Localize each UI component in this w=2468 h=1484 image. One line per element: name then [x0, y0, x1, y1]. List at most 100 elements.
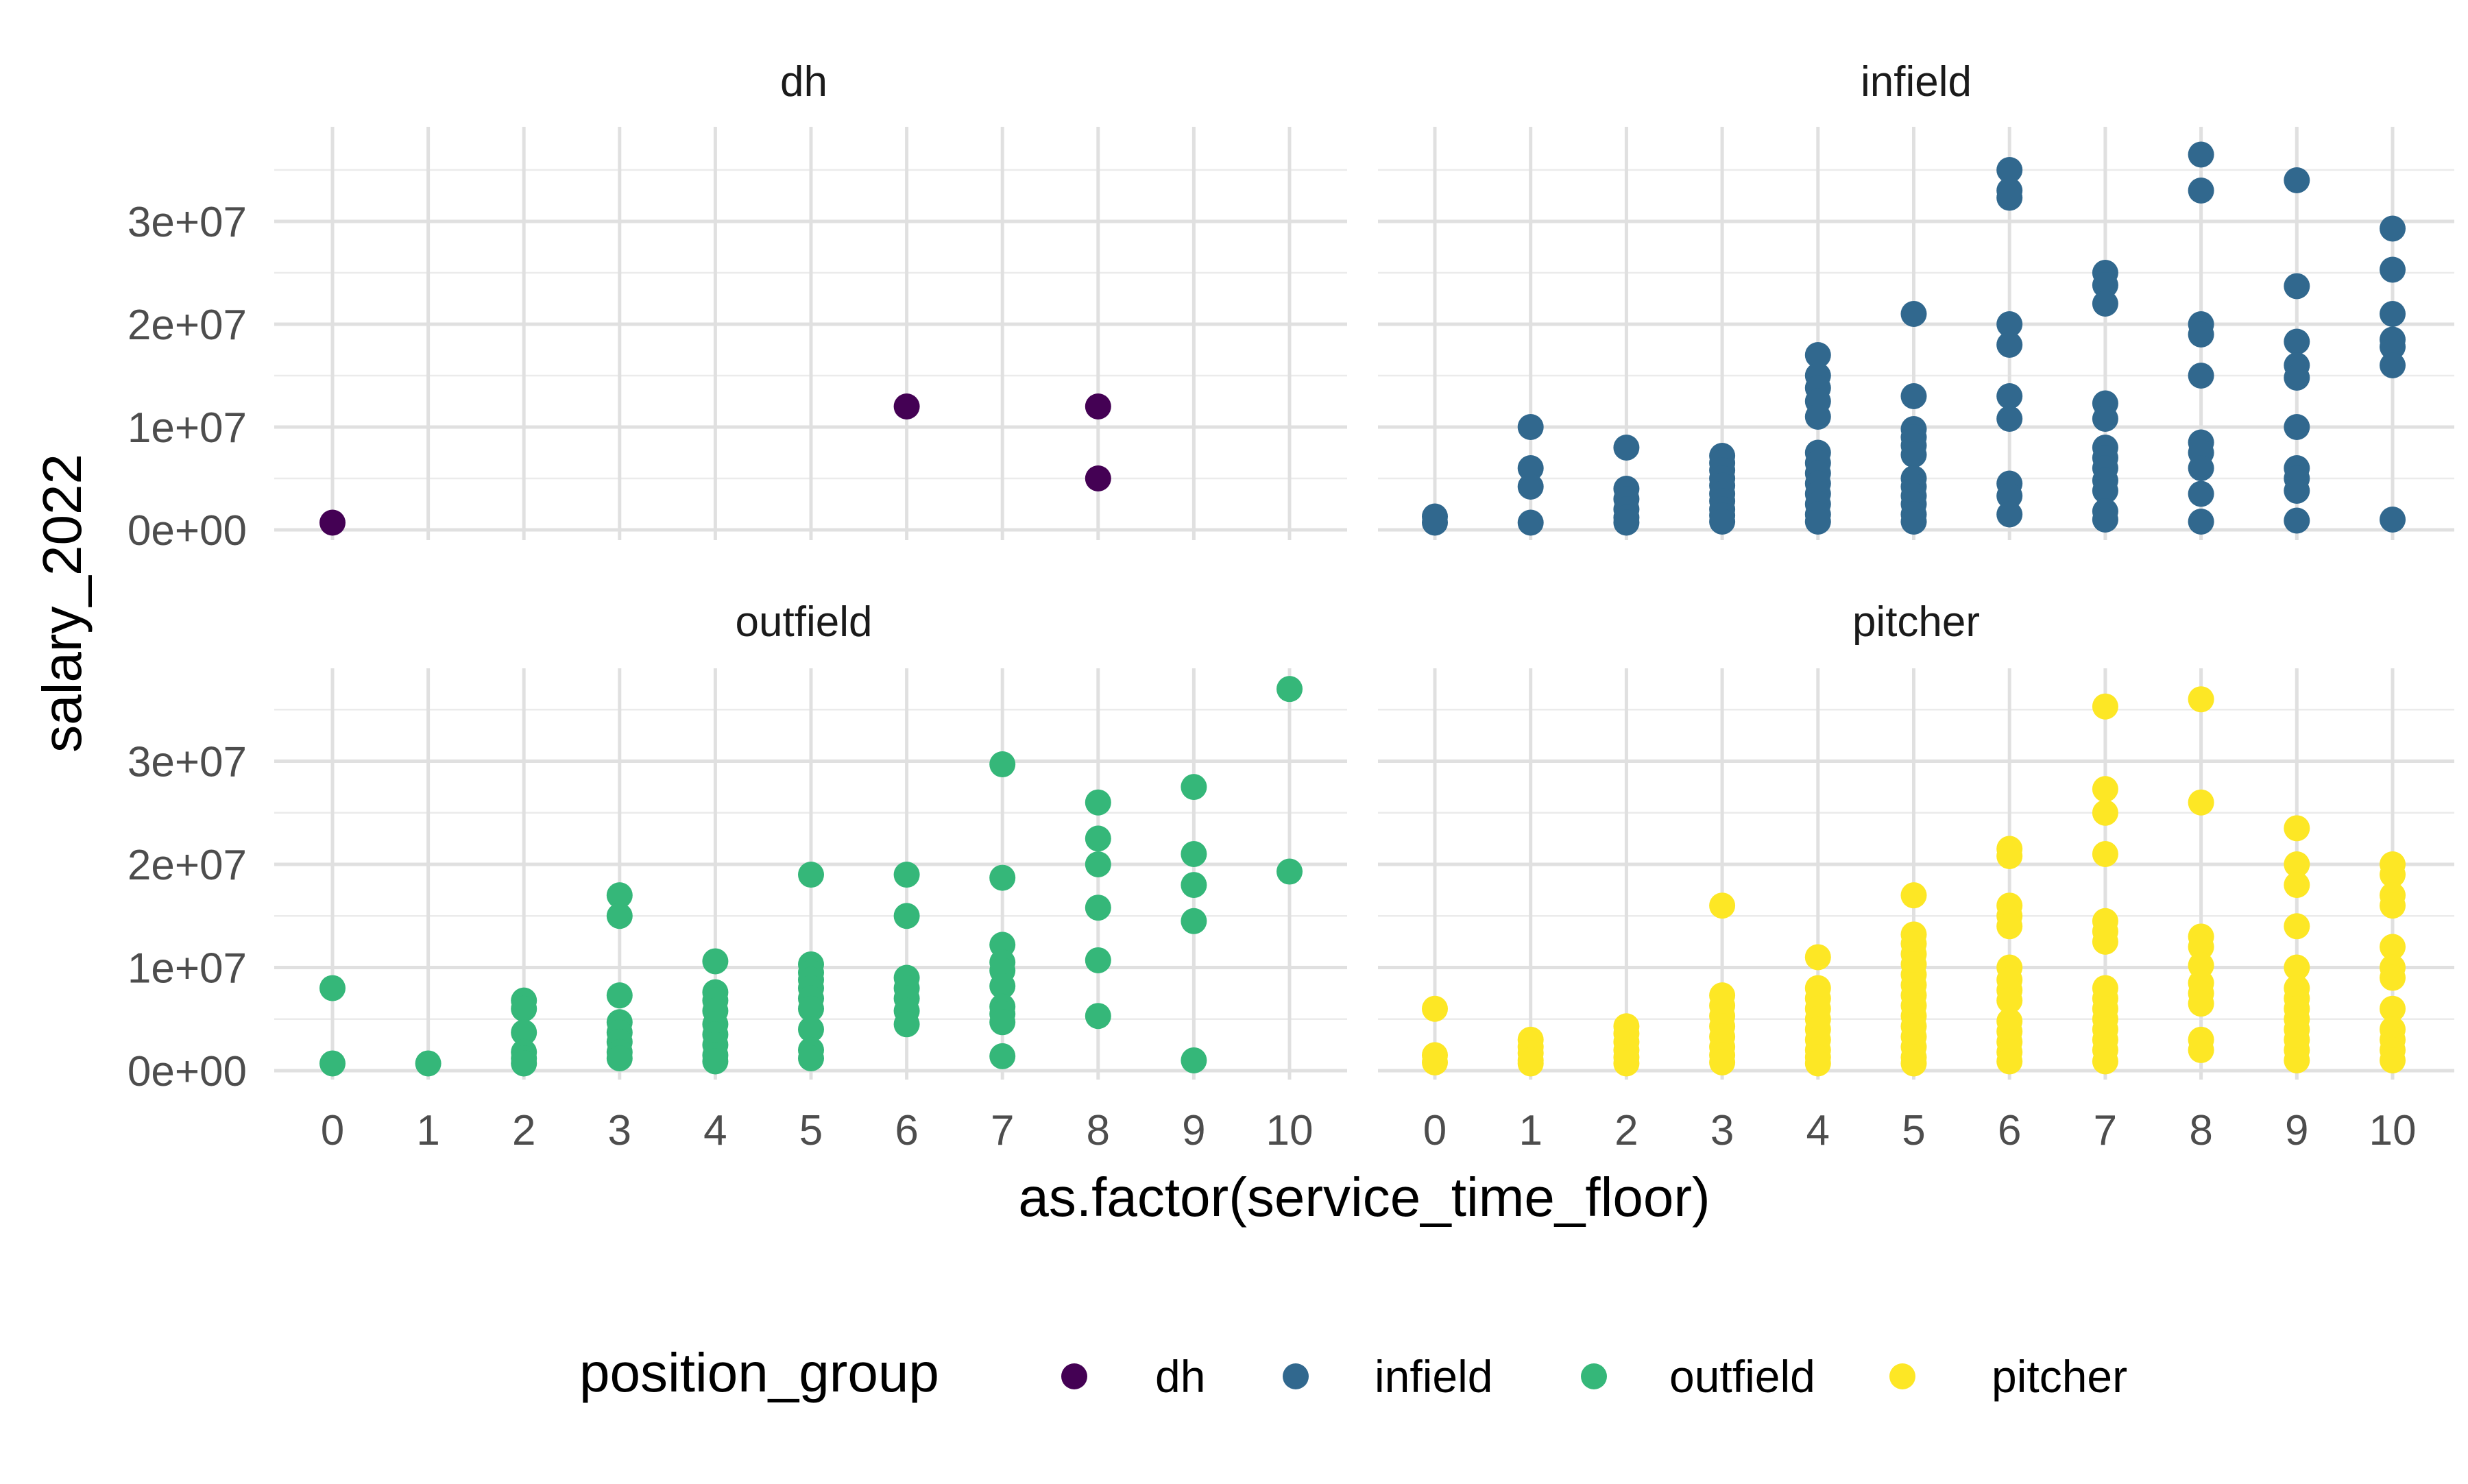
data-point-infield — [2188, 455, 2214, 481]
data-point-outfield — [1181, 840, 1207, 867]
data-point-dh — [319, 509, 346, 536]
data-point-outfield — [702, 948, 729, 975]
data-point-outfield — [1085, 825, 1111, 852]
x-tick-label: 10 — [1266, 1107, 1314, 1154]
data-point-outfield — [606, 982, 633, 1009]
data-point-pitcher — [2284, 913, 2310, 940]
legend-key-outfield — [1581, 1363, 1607, 1389]
data-point-pitcher — [2380, 892, 2406, 919]
x-tick-label: 7 — [991, 1107, 1014, 1154]
data-point-outfield — [511, 995, 537, 1022]
facet-strip-label: dh — [780, 58, 827, 106]
data-point-infield — [2380, 256, 2406, 283]
data-point-outfield — [1085, 895, 1111, 921]
x-tick-label: 2 — [1614, 1107, 1638, 1154]
data-point-infield — [2284, 478, 2310, 504]
grid-layer — [274, 127, 2454, 1080]
labels-layer: dh 0e+00 1e+07 2e+07 3e+07 infield outfield 0e+… — [128, 58, 2417, 1154]
data-point-infield — [1900, 301, 1927, 327]
data-point-infield — [2188, 509, 2214, 535]
y-tick-label: 1e+07 — [128, 404, 247, 452]
y-tick-label: 0e+00 — [128, 1048, 247, 1095]
data-point-dh — [1085, 465, 1111, 491]
x-tick-label: 9 — [1182, 1107, 1205, 1154]
data-point-outfield — [319, 975, 346, 1001]
data-point-outfield — [893, 903, 920, 929]
data-point-outfield — [606, 882, 633, 909]
data-point-pitcher — [1422, 995, 1448, 1022]
data-point-infield — [1996, 311, 2023, 337]
data-point-outfield — [989, 1043, 1016, 1069]
data-point-pitcher — [2380, 964, 2406, 991]
data-point-outfield — [1085, 851, 1111, 877]
x-tick-label: 1 — [416, 1107, 439, 1154]
x-tick-label: 0 — [1423, 1107, 1447, 1154]
x-tick-label: 6 — [895, 1107, 918, 1154]
data-point-outfield — [798, 1016, 824, 1043]
data-point-pitcher — [1709, 892, 1736, 919]
data-point-infield — [2380, 301, 2406, 327]
data-point-pitcher — [2188, 686, 2214, 713]
data-point-outfield — [989, 1009, 1016, 1036]
x-tick-label: 5 — [1902, 1107, 1925, 1154]
data-point-infield — [2380, 507, 2406, 533]
x-tick-label: 5 — [799, 1107, 823, 1154]
data-point-infield — [1709, 509, 1736, 535]
data-point-infield — [1613, 509, 1640, 536]
data-point-pitcher — [1804, 944, 1831, 971]
data-point-outfield — [1181, 908, 1207, 934]
data-point-infield — [1900, 509, 1927, 535]
facet-strip-label: pitcher — [1852, 598, 1980, 646]
data-point-outfield — [511, 1019, 537, 1046]
data-point-outfield — [989, 864, 1016, 891]
data-point-pitcher — [2380, 862, 2406, 888]
data-point-infield — [1996, 383, 2023, 409]
x-tick-label: 1 — [1519, 1107, 1542, 1154]
data-point-outfield — [319, 1050, 346, 1077]
data-point-pitcher — [2188, 789, 2214, 816]
data-point-outfield — [1277, 676, 1303, 703]
data-point-outfield — [702, 1048, 729, 1075]
data-point-infield — [1996, 157, 2023, 183]
data-point-infield — [2284, 328, 2310, 355]
data-point-infield — [1900, 441, 1927, 468]
data-point-pitcher — [1996, 842, 2023, 869]
data-point-outfield — [893, 1011, 920, 1038]
y-tick-label: 1e+07 — [128, 945, 247, 993]
data-point-pitcher — [2092, 799, 2118, 826]
data-point-outfield — [1181, 1047, 1207, 1073]
data-point-pitcher — [2284, 872, 2310, 899]
data-point-pitcher — [1996, 1048, 2023, 1075]
data-point-infield — [1517, 509, 1544, 536]
x-tick-label: 3 — [1710, 1107, 1734, 1154]
data-point-outfield — [511, 1050, 537, 1077]
legend-key-pitcher — [1889, 1363, 1915, 1389]
x-tick-label: 2 — [512, 1107, 535, 1154]
data-point-pitcher — [2380, 995, 2406, 1022]
data-point-outfield — [415, 1050, 441, 1077]
data-point-infield — [1517, 474, 1544, 500]
legend-label-outfield: outfield — [1669, 1351, 1815, 1402]
data-point-pitcher — [2188, 934, 2214, 960]
data-point-pitcher — [2380, 934, 2406, 960]
legend-label-infield: infield — [1375, 1351, 1492, 1402]
data-point-pitcher — [2284, 1047, 2310, 1073]
data-point-infield — [2092, 507, 2118, 533]
data-point-outfield — [606, 1045, 633, 1071]
x-tick-label: 10 — [2369, 1107, 2417, 1154]
data-point-infield — [1422, 509, 1448, 536]
legend-title: position_group — [579, 1342, 939, 1403]
data-point-infield — [2284, 273, 2310, 300]
y-tick-label: 3e+07 — [128, 199, 247, 246]
data-point-infield — [1996, 332, 2023, 358]
data-point-pitcher — [2284, 954, 2310, 981]
data-point-pitcher — [2092, 693, 2118, 720]
y-tick-label: 0e+00 — [128, 507, 247, 555]
data-point-outfield — [1277, 858, 1303, 885]
data-point-infield — [1804, 404, 1831, 430]
data-point-pitcher — [2092, 776, 2118, 803]
data-point-pitcher — [1709, 1049, 1736, 1075]
data-point-pitcher — [1422, 1049, 1448, 1075]
